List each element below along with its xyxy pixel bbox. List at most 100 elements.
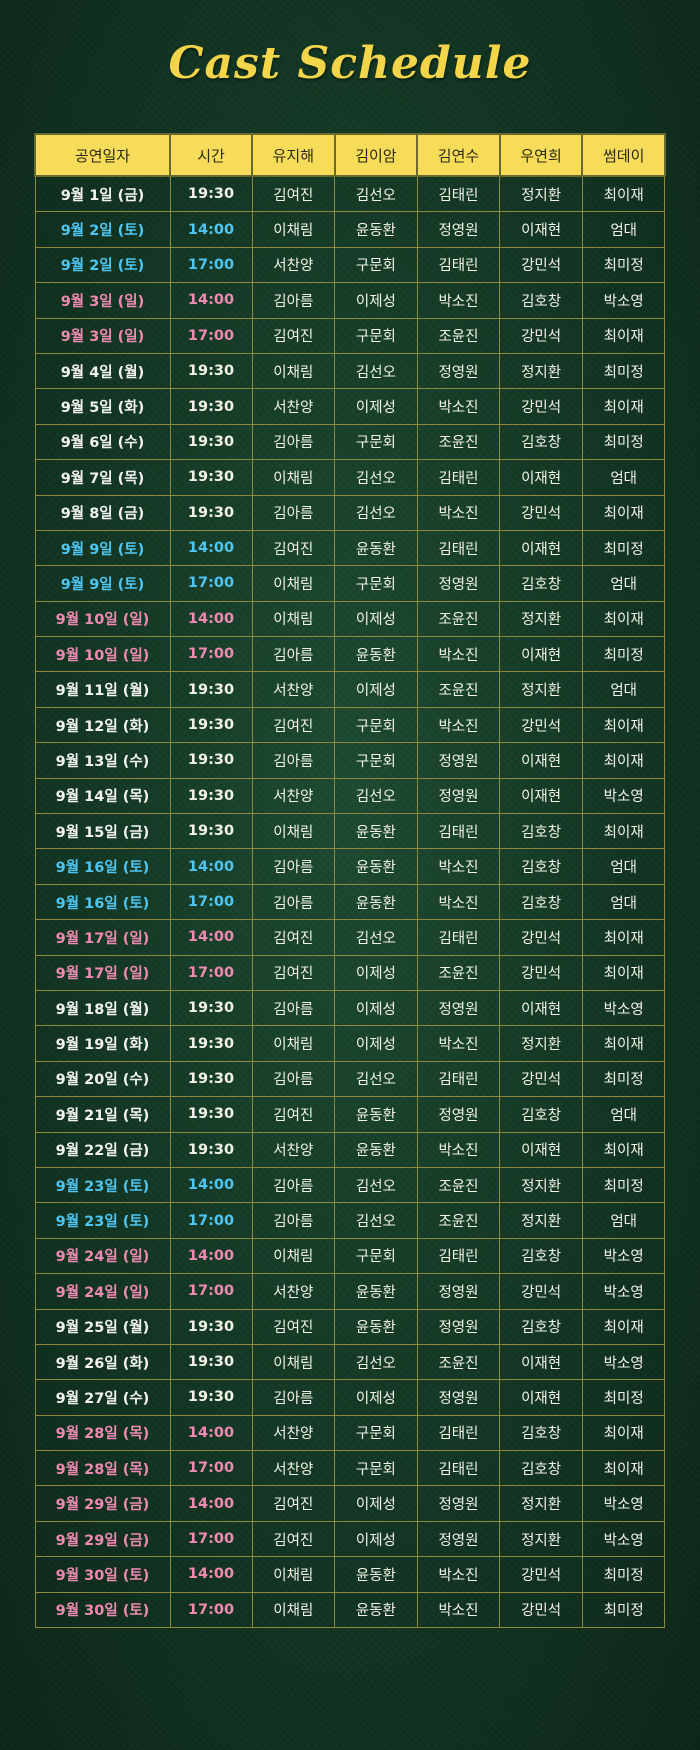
cell-time: 19:30	[169, 777, 253, 815]
cell-cast: 정영원	[416, 777, 501, 815]
cell-cast: 김여진	[251, 706, 336, 744]
cell-cast: 이채림	[251, 813, 336, 850]
cell-cast: 박소영	[581, 1485, 666, 1522]
cell-cast: 박소영	[581, 1343, 666, 1381]
cell-cast: 김아름	[251, 1060, 336, 1098]
cell-date: 9월 29일 (금)	[34, 1485, 171, 1522]
cell-cast: 최이재	[581, 317, 666, 354]
cell-time: 14:00	[169, 600, 253, 638]
cell-cast: 김태린	[416, 1414, 501, 1452]
cell-cast: 조윤진	[416, 600, 501, 638]
cell-cast: 윤동환	[334, 1308, 418, 1345]
cell-cast: 윤동환	[334, 848, 418, 885]
cell-cast: 이재현	[499, 1131, 583, 1168]
cell-cast: 정지환	[499, 1166, 583, 1204]
cell-cast: 정지환	[499, 1520, 583, 1558]
cell-cast: 이제성	[334, 1025, 418, 1062]
cell-cast: 조윤진	[416, 1343, 501, 1381]
cell-cast: 이채림	[251, 459, 336, 496]
cell-cast: 김여진	[251, 1096, 336, 1133]
cell-cast: 김선오	[334, 777, 418, 815]
cell-cast: 구문회	[334, 317, 418, 354]
cell-date: 9월 17일 (일)	[34, 954, 171, 991]
cell-cast: 서찬양	[251, 388, 336, 425]
cell-date: 9월 4일 (월)	[34, 352, 171, 390]
cell-cast: 김선오	[334, 352, 418, 390]
cell-date: 9월 27일 (수)	[34, 1379, 171, 1416]
cell-cast: 정영원	[416, 1379, 501, 1416]
cell-cast: 김여진	[251, 919, 336, 956]
cell-cast: 김선오	[334, 494, 418, 531]
cell-cast: 김태린	[416, 1450, 501, 1487]
cell-cast: 최미정	[581, 1379, 666, 1416]
cell-cast: 김여진	[251, 1520, 336, 1558]
cell-date: 9월 10일 (일)	[34, 636, 171, 673]
cell-cast: 박소진	[416, 1131, 501, 1168]
cell-cast: 이제성	[334, 388, 418, 425]
cell-cast: 최이재	[581, 494, 666, 531]
cell-time: 19:30	[169, 175, 253, 213]
cell-time: 14:00	[169, 529, 253, 567]
cell-cast: 이제성	[334, 1485, 418, 1522]
cell-cast: 최이재	[581, 919, 666, 956]
cell-cast: 김여진	[251, 1485, 336, 1522]
table-row: 9월 17일 (일) 14:00 김여진 김선오 김태린 강민석 최이재	[34, 919, 666, 956]
cell-cast: 이재현	[499, 211, 583, 248]
cell-cast: 이제성	[334, 282, 418, 319]
table-row: 9월 8일 (금) 19:30 김아름 김선오 박소진 강민석 최이재	[34, 494, 666, 531]
table-row: 9월 23일 (토) 14:00 김아름 김선오 조윤진 정지환 최미정	[34, 1166, 666, 1204]
cell-cast: 이재현	[499, 742, 583, 779]
cell-cast: 김아름	[251, 883, 336, 921]
header-time: 시간	[169, 133, 253, 177]
cell-cast: 정영원	[416, 1308, 501, 1345]
cell-cast: 이채림	[251, 1556, 336, 1593]
table-row: 9월 16일 (토) 17:00 김아름 윤동환 박소진 김호창 엄대	[34, 883, 666, 921]
table-row: 9월 16일 (토) 14:00 김아름 윤동환 박소진 김호창 엄대	[34, 848, 666, 885]
cell-cast: 윤동환	[334, 883, 418, 921]
cell-cast: 조윤진	[416, 423, 501, 461]
cell-cast: 최이재	[581, 175, 666, 213]
cell-cast: 김호창	[499, 1308, 583, 1345]
cell-cast: 구문회	[334, 565, 418, 602]
table-row: 9월 9일 (토) 17:00 이채림 구문회 정영원 김호창 엄대	[34, 565, 666, 602]
table-row: 9월 2일 (토) 17:00 서찬양 구문회 김태린 강민석 최미정	[34, 246, 666, 284]
cell-date: 9월 19일 (화)	[34, 1025, 171, 1062]
cell-cast: 이재현	[499, 529, 583, 567]
cell-time: 17:00	[169, 246, 253, 284]
cell-cast: 정영원	[416, 1273, 501, 1310]
cell-cast: 엄대	[581, 848, 666, 885]
cell-time: 14:00	[169, 1237, 253, 1275]
cell-time: 14:00	[169, 1166, 253, 1204]
cell-cast: 이채림	[251, 1591, 336, 1629]
table-row: 9월 11일 (월) 19:30 서찬양 이제성 조윤진 정지환 엄대	[34, 671, 666, 708]
cell-cast: 강민석	[499, 388, 583, 425]
cell-cast: 구문회	[334, 423, 418, 461]
cell-cast: 최이재	[581, 388, 666, 425]
cell-cast: 윤동환	[334, 529, 418, 567]
cell-time: 19:30	[169, 494, 253, 531]
cell-cast: 김호창	[499, 565, 583, 602]
cell-time: 17:00	[169, 565, 253, 602]
cell-time: 19:30	[169, 1096, 253, 1133]
cell-time: 17:00	[169, 883, 253, 921]
cell-cast: 강민석	[499, 246, 583, 284]
cell-cast: 윤동환	[334, 1131, 418, 1168]
cell-cast: 김호창	[499, 423, 583, 461]
cell-cast: 박소영	[581, 1520, 666, 1558]
cell-cast: 박소진	[416, 706, 501, 744]
cell-cast: 김아름	[251, 1202, 336, 1239]
cell-cast: 윤동환	[334, 1591, 418, 1629]
table-row: 9월 21일 (목) 19:30 김여진 윤동환 정영원 김호창 엄대	[34, 1096, 666, 1133]
cell-date: 9월 3일 (일)	[34, 317, 171, 354]
cell-date: 9월 16일 (토)	[34, 848, 171, 885]
table-row: 9월 2일 (토) 14:00 이채림 윤동환 정영원 이재현 엄대	[34, 211, 666, 248]
cell-cast: 엄대	[581, 671, 666, 708]
cell-date: 9월 28일 (목)	[34, 1450, 171, 1487]
cell-date: 9월 9일 (토)	[34, 529, 171, 567]
table-row: 9월 30일 (토) 17:00 이채림 윤동환 박소진 강민석 최미정	[34, 1591, 666, 1629]
cell-cast: 김선오	[334, 1060, 418, 1098]
table-row: 9월 29일 (금) 14:00 김여진 이제성 정영원 정지환 박소영	[34, 1485, 666, 1522]
cell-date: 9월 9일 (토)	[34, 565, 171, 602]
cell-cast: 윤동환	[334, 1096, 418, 1133]
cell-cast: 이제성	[334, 954, 418, 991]
